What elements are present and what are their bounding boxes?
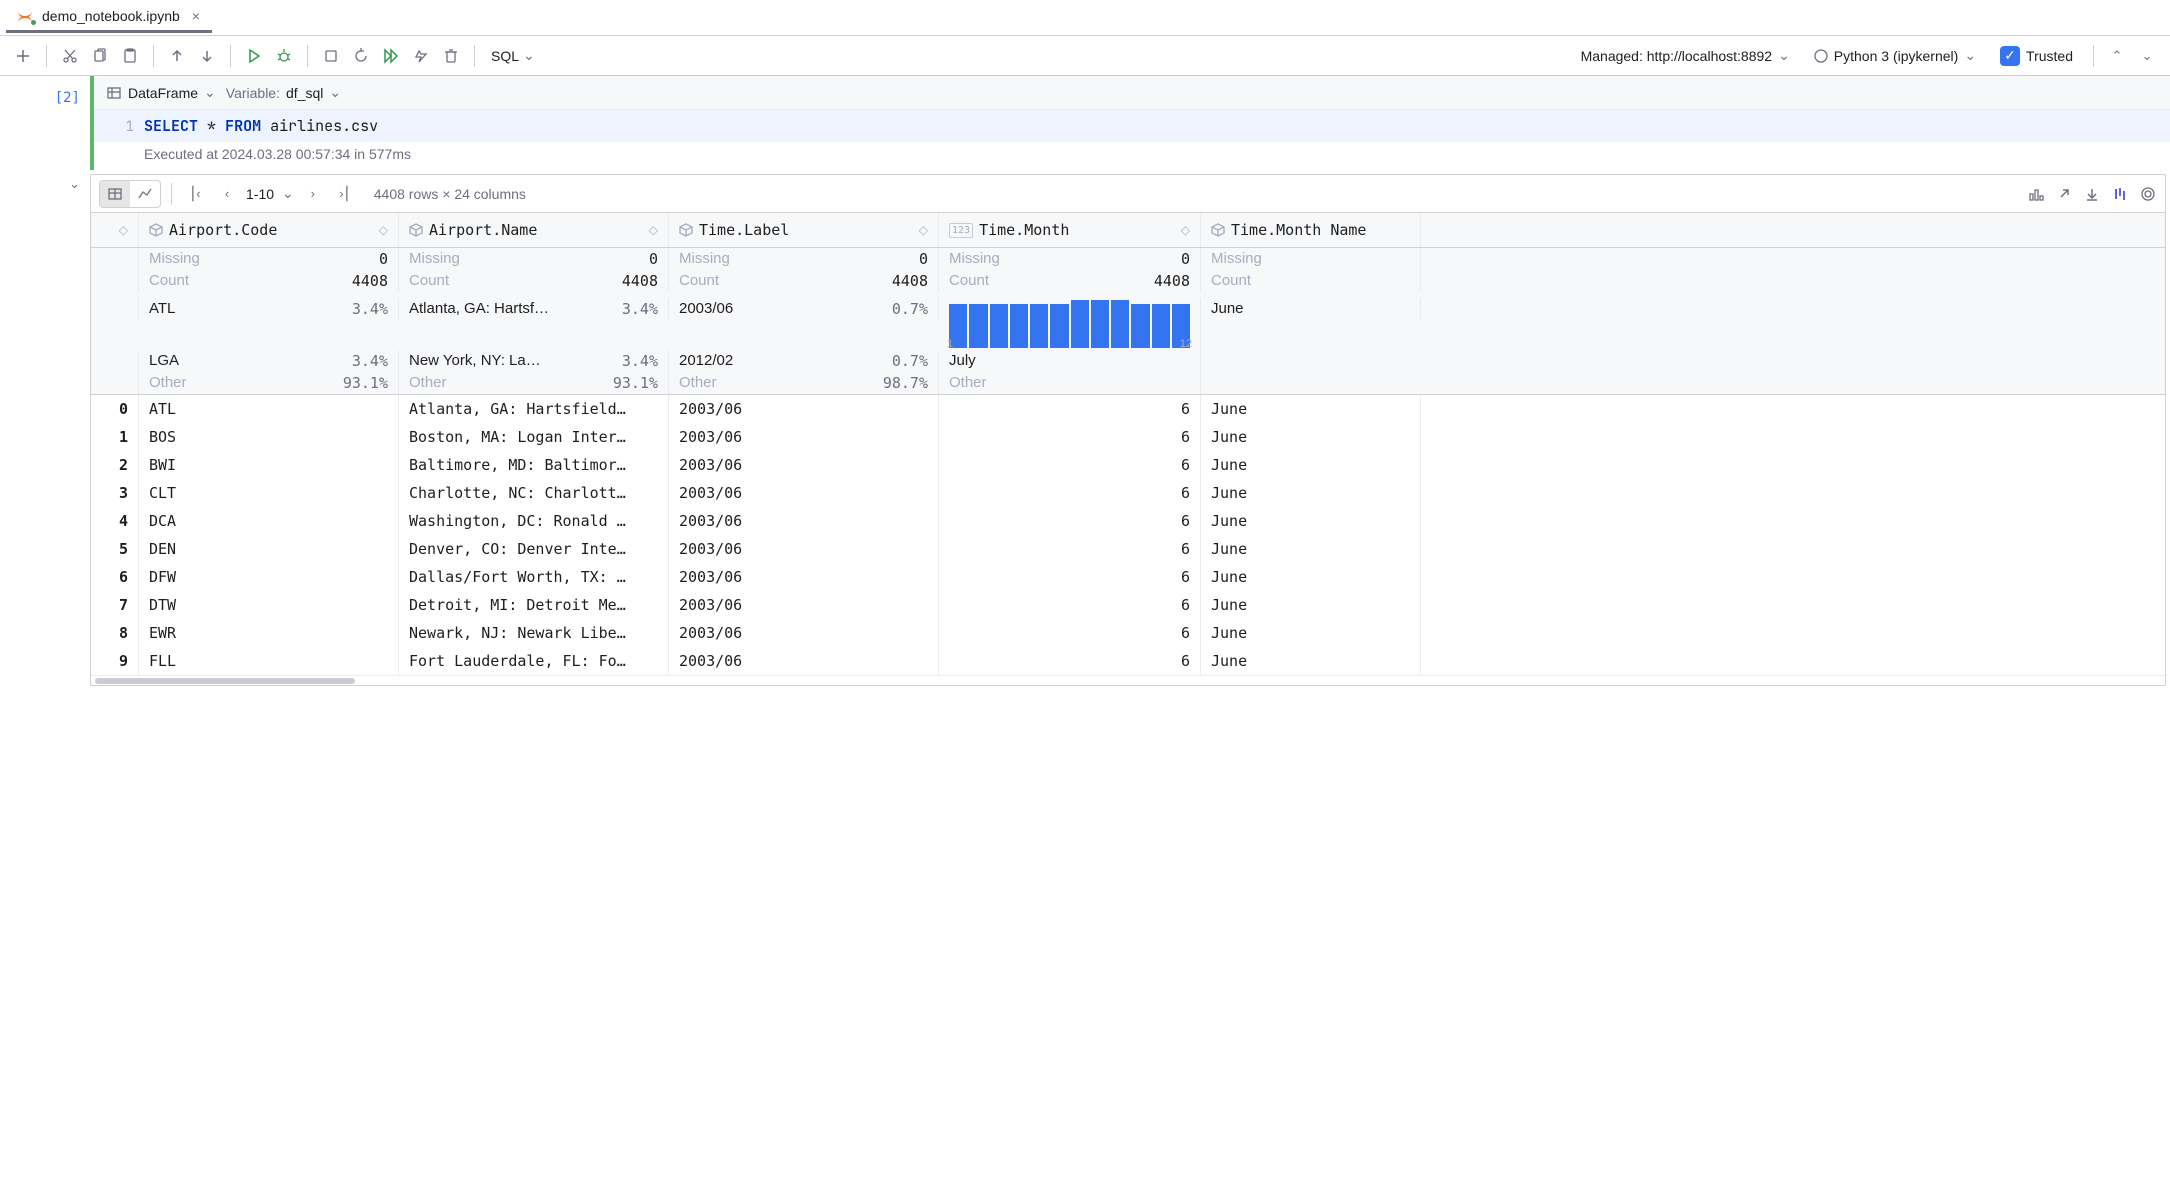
page-range-select[interactable]: 1-10 ⌄ xyxy=(246,185,294,202)
variable-name: df_sql xyxy=(286,85,323,101)
execution-meta: Executed at 2024.03.28 00:57:34 in 577ms xyxy=(94,142,2170,170)
scrollbar-thumb[interactable] xyxy=(95,678,355,684)
table-header-row: ◇ Airport.Code◇ Airport.Name◇ Time.Label… xyxy=(91,213,2165,248)
cube-icon xyxy=(409,223,423,237)
table-row[interactable]: 1BOSBoston, MA: Logan Inter…2003/066June xyxy=(91,423,2165,451)
column-stats: Missing0 Missing0 Missing0 Missing0 Miss… xyxy=(91,248,2165,395)
cell-header: DataFrame ⌄ Variable: df_sql ⌄ xyxy=(94,76,2170,110)
table-row[interactable]: 6DFWDallas/Fort Worth, TX: …2003/066June xyxy=(91,563,2165,591)
copy-button[interactable] xyxy=(87,43,113,69)
cube-icon xyxy=(1211,223,1225,237)
cell: [2] DataFrame ⌄ Variable: df_sql ⌄ 1 SEL… xyxy=(0,76,2170,170)
table-body: 0ATLAtlanta, GA: Hartsfield…2003/066June… xyxy=(91,395,2165,675)
column-header[interactable]: Time.Month Name xyxy=(1201,213,1421,247)
last-page-button[interactable]: ›⎮ xyxy=(332,181,358,207)
column-header[interactable]: Time.Label◇ xyxy=(669,213,939,247)
ai-icon[interactable] xyxy=(2139,185,2157,203)
index-header[interactable]: ◇ xyxy=(91,213,139,247)
main-toolbar: SQL ⌄ Managed: http://localhost:8892 ⌄ P… xyxy=(0,36,2170,76)
variable-select[interactable]: Variable: df_sql ⌄ xyxy=(226,84,341,101)
column-header[interactable]: Airport.Code◇ xyxy=(139,213,399,247)
chevron-down-icon: ⌄ xyxy=(282,185,294,202)
run-cell-button[interactable] xyxy=(241,43,267,69)
tab-title: demo_notebook.ipynb xyxy=(42,8,180,24)
numeric-icon: 123 xyxy=(949,223,973,238)
kernel-select[interactable]: Python 3 (ipykernel) ⌄ xyxy=(1804,47,1986,64)
stop-button[interactable] xyxy=(318,43,344,69)
output-row: ⌄ ⎮‹ ‹ 1-10 ⌄ › ›⎮ 4408 rows × 24 column… xyxy=(0,170,2170,690)
table-row[interactable]: 8EWRNewark, NJ: Newark Libe…2003/066June xyxy=(91,619,2165,647)
code-text: SELECT * FROM airlines.csv xyxy=(144,116,378,136)
move-down-button[interactable] xyxy=(194,43,220,69)
move-up-button[interactable] xyxy=(164,43,190,69)
output-collapse-toggle[interactable]: ⌄ xyxy=(69,176,80,192)
histogram: 1 12 xyxy=(939,298,1201,350)
cell-language-select[interactable]: SQL ⌄ xyxy=(485,43,541,68)
cube-icon xyxy=(679,223,693,237)
line-number: 1 xyxy=(106,118,134,136)
chevron-down-icon: ⌄ xyxy=(1964,47,1976,64)
table-row[interactable]: 0ATLAtlanta, GA: Hartsfield…2003/066June xyxy=(91,395,2165,423)
collapse-down-button[interactable]: ⌄ xyxy=(2134,43,2160,69)
cell-execution-count: [2] xyxy=(55,90,80,106)
cut-button[interactable] xyxy=(57,43,83,69)
server-label: Managed: http://localhost:8892 xyxy=(1581,48,1772,64)
table-row[interactable]: 7DTWDetroit, MI: Detroit Me…2003/066June xyxy=(91,591,2165,619)
cell-gutter: [2] xyxy=(0,76,90,170)
server-select[interactable]: Managed: http://localhost:8892 ⌄ xyxy=(1571,47,1800,64)
chart-view-button[interactable] xyxy=(130,181,160,207)
explain-icon[interactable] xyxy=(2111,185,2129,203)
trusted-toggle[interactable]: ✓ Trusted xyxy=(1990,46,2083,66)
next-page-button[interactable]: › xyxy=(300,181,326,207)
restart-button[interactable] xyxy=(348,43,374,69)
table-icon xyxy=(106,85,122,101)
chevron-down-icon: ⌄ xyxy=(204,84,216,101)
view-mode-segment xyxy=(99,180,161,208)
cell-type-select[interactable]: DataFrame ⌄ xyxy=(106,84,216,101)
column-header[interactable]: Airport.Name◇ xyxy=(399,213,669,247)
cube-icon xyxy=(149,223,163,237)
data-table: ◇ Airport.Code◇ Airport.Name◇ Time.Label… xyxy=(91,213,2165,685)
table-row[interactable]: 2BWIBaltimore, MD: Baltimor…2003/066June xyxy=(91,451,2165,479)
horizontal-scrollbar[interactable] xyxy=(91,675,2165,685)
output-toolbar: ⎮‹ ‹ 1-10 ⌄ › ›⎮ 4408 rows × 24 columns xyxy=(91,175,2165,213)
table-row[interactable]: 5DENDenver, CO: Denver Inte…2003/066June xyxy=(91,535,2165,563)
paste-button[interactable] xyxy=(117,43,143,69)
table-row[interactable]: 3CLTCharlotte, NC: Charlott…2003/066June xyxy=(91,479,2165,507)
collapse-up-button[interactable]: ⌃ xyxy=(2104,43,2130,69)
tab-notebook[interactable]: demo_notebook.ipynb × xyxy=(6,2,212,33)
jupyter-icon xyxy=(18,8,34,24)
column-header[interactable]: 123 Time.Month◇ xyxy=(939,213,1201,247)
page-range-label: 1-10 xyxy=(246,186,274,202)
check-icon: ✓ xyxy=(2000,46,2020,66)
close-icon[interactable]: × xyxy=(192,8,200,24)
kernel-label: Python 3 (ipykernel) xyxy=(1834,48,1959,64)
code-editor[interactable]: 1 SELECT * FROM airlines.csv xyxy=(94,110,2170,142)
tab-bar: demo_notebook.ipynb × xyxy=(0,0,2170,36)
cell-type-label: DataFrame xyxy=(128,85,198,101)
trusted-label: Trusted xyxy=(2026,48,2073,64)
prev-page-button[interactable]: ‹ xyxy=(214,181,240,207)
download-icon[interactable] xyxy=(2083,185,2101,203)
debug-cell-button[interactable] xyxy=(271,43,297,69)
variable-prefix: Variable: xyxy=(226,85,280,101)
chevron-down-icon: ⌄ xyxy=(1778,47,1790,64)
output-panel: ⎮‹ ‹ 1-10 ⌄ › ›⎮ 4408 rows × 24 columns … xyxy=(90,174,2166,686)
run-all-button[interactable] xyxy=(378,43,404,69)
chevron-down-icon: ⌄ xyxy=(523,47,535,64)
table-row[interactable]: 9FLLFort Lauderdale, FL: Fo…2003/066June xyxy=(91,647,2165,675)
open-external-icon[interactable] xyxy=(2055,185,2073,203)
table-row[interactable]: 4DCAWashington, DC: Ronald …2003/066June xyxy=(91,507,2165,535)
table-view-button[interactable] xyxy=(100,181,130,207)
first-page-button[interactable]: ⎮‹ xyxy=(182,181,208,207)
statistics-icon[interactable] xyxy=(2027,185,2045,203)
table-summary: 4408 rows × 24 columns xyxy=(374,186,526,202)
add-cell-button[interactable] xyxy=(10,43,36,69)
circle-icon xyxy=(1814,49,1828,63)
cell-language-label: SQL xyxy=(491,48,519,64)
delete-cell-button[interactable] xyxy=(438,43,464,69)
clear-output-button[interactable] xyxy=(408,43,434,69)
chevron-down-icon: ⌄ xyxy=(329,84,341,101)
